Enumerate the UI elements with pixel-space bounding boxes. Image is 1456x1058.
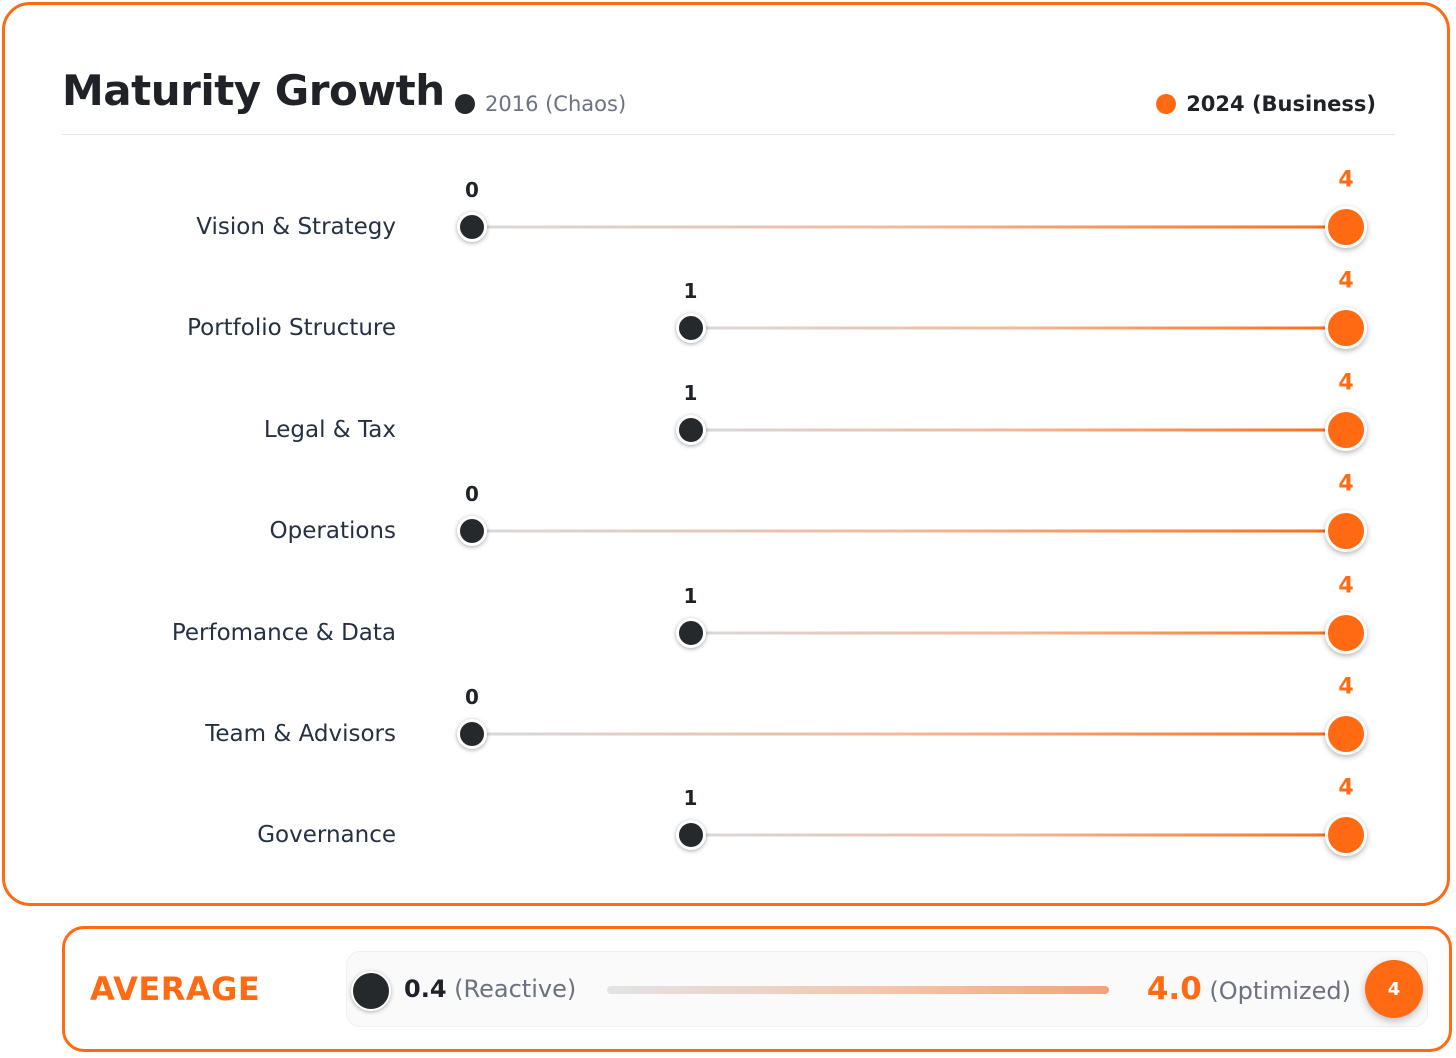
row-label: Vision & Strategy bbox=[196, 214, 396, 240]
dot-2024 bbox=[1325, 713, 1367, 755]
value-label-2016: 1 bbox=[683, 786, 698, 811]
value-label-2024: 4 bbox=[1338, 167, 1354, 193]
value-label-2016: 0 bbox=[465, 482, 479, 507]
value-label-2024: 4 bbox=[1338, 573, 1354, 599]
value-label-2016: 0 bbox=[465, 178, 479, 202]
average-bar-panel: 0.4 (Reactive) 4.0 (Optimized) 4 bbox=[346, 951, 1428, 1027]
chart-title: Maturity Growth bbox=[62, 66, 445, 115]
row-connector-line bbox=[690, 326, 1346, 330]
legend-2016-dot-icon bbox=[455, 94, 475, 114]
dot-2016 bbox=[457, 212, 487, 242]
value-label-2024: 4 bbox=[1338, 674, 1354, 700]
value-label-2016: 0 bbox=[465, 685, 479, 709]
legend-2016-label: 2016 (Chaos) bbox=[485, 92, 627, 116]
row-label: Governance bbox=[257, 822, 396, 849]
value-label-2016: 1 bbox=[683, 279, 698, 304]
dot-2024 bbox=[1325, 408, 1367, 451]
average-2016-value: 0.4 bbox=[404, 975, 447, 1003]
legend-2024-label: 2024 (Business) bbox=[1186, 92, 1376, 116]
dot-2024 bbox=[1325, 206, 1367, 248]
dot-2016 bbox=[675, 820, 706, 851]
average-2024-value: 4.0 bbox=[1146, 971, 1202, 1007]
value-label-2024: 4 bbox=[1338, 370, 1354, 396]
average-label: AVERAGE bbox=[90, 970, 261, 1008]
dumbbell-rows: Vision & Strategy 0 4 Portfolio Structure 1 4… bbox=[171, 167, 1367, 857]
value-label-2016: 1 bbox=[683, 583, 698, 608]
row-connector-line bbox=[690, 833, 1346, 837]
row-label: Perfomance & Data bbox=[171, 619, 396, 646]
average-2016-state: (Reactive) bbox=[454, 975, 577, 1003]
row-connector-line bbox=[690, 631, 1346, 635]
dot-2016 bbox=[457, 719, 487, 749]
average-card: AVERAGE 0.4 (Reactive) 4.0 (Optimized) 4 bbox=[62, 926, 1452, 1052]
row-label: Portfolio Structure bbox=[187, 315, 396, 342]
dot-2016 bbox=[675, 313, 706, 344]
row-connector-line bbox=[690, 428, 1346, 432]
value-label-2024: 4 bbox=[1338, 775, 1354, 801]
dot-2016 bbox=[675, 617, 706, 648]
row-connector-line bbox=[472, 529, 1346, 533]
header-divider bbox=[62, 134, 1395, 135]
dot-2016 bbox=[457, 516, 487, 547]
legend-2016: 2016 (Chaos) bbox=[455, 92, 626, 116]
row-connector-line bbox=[472, 225, 1346, 229]
dot-2016 bbox=[675, 414, 706, 445]
average-progress-line bbox=[607, 986, 1109, 994]
dot-2024 bbox=[1325, 814, 1367, 857]
average-2024-state: (Optimized) bbox=[1209, 977, 1351, 1005]
average-2016-dot bbox=[351, 971, 391, 1011]
dot-2024 bbox=[1325, 510, 1367, 553]
average-2016-text: 0.4 (Reactive) bbox=[404, 975, 576, 1003]
average-2024-badge: 4 bbox=[1365, 960, 1423, 1018]
row-connector-line bbox=[472, 732, 1346, 736]
value-label-2016: 1 bbox=[683, 380, 698, 405]
legend-2024: 2024 (Business) bbox=[1156, 92, 1376, 116]
dot-2024 bbox=[1325, 307, 1367, 350]
dot-2024 bbox=[1325, 611, 1367, 654]
maturity-growth-card bbox=[2, 2, 1450, 906]
value-label-2024: 4 bbox=[1338, 268, 1354, 294]
average-2024-text: 4.0 (Optimized) bbox=[1147, 971, 1351, 1007]
value-label-2024: 4 bbox=[1338, 471, 1354, 497]
row-label: Operations bbox=[269, 518, 396, 545]
row-label: Legal & Tax bbox=[263, 416, 396, 443]
row-label: Team & Advisors bbox=[205, 721, 396, 747]
legend-2024-dot-icon bbox=[1156, 94, 1177, 114]
